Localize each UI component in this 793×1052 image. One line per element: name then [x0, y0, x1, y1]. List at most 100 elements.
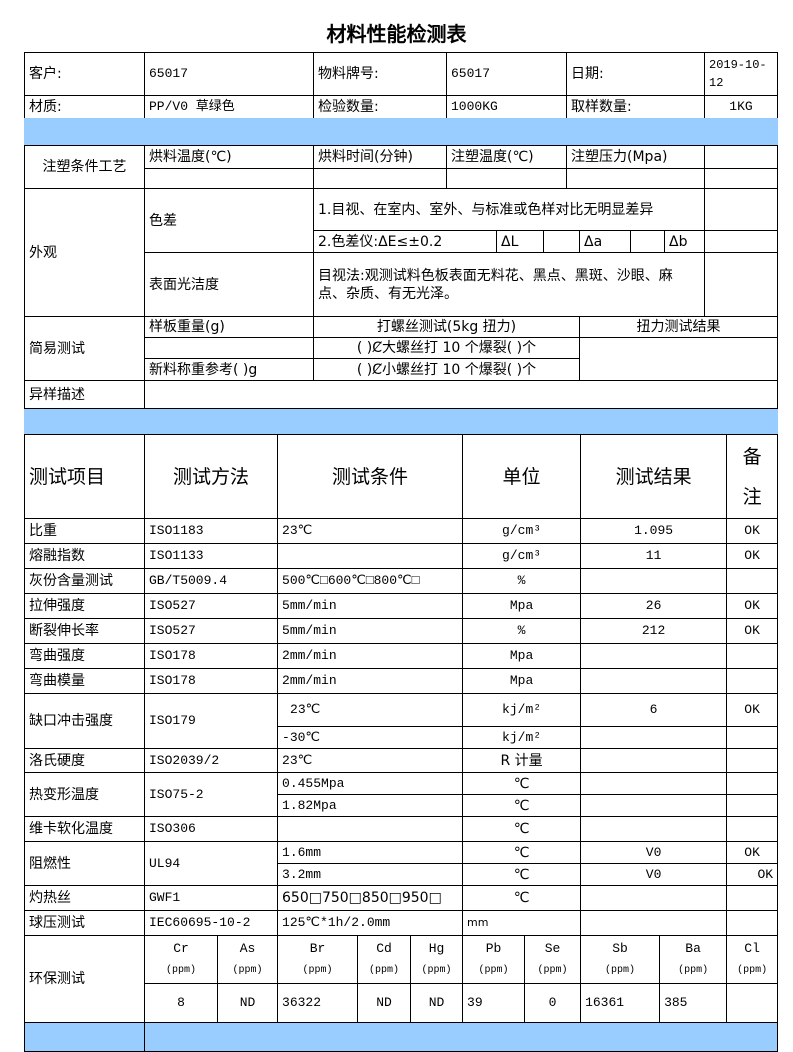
vicat-unit: ℃ [462, 816, 582, 842]
row-condition [277, 543, 464, 569]
env-element-as: As (ppm) [216, 935, 279, 984]
ball-remark[interactable] [726, 910, 779, 936]
dry-time-value[interactable] [313, 168, 447, 189]
env-value-hg: ND [410, 983, 464, 1023]
table-row: 弯曲强度 ISO178 2mm/min Mpa [24, 643, 779, 669]
env-element-cr: Cr (ppm) [144, 935, 218, 984]
hdt-remark-1[interactable] [726, 772, 779, 795]
impact-result-1: 6 [580, 693, 728, 727]
vicat-result[interactable] [580, 816, 728, 842]
element-unit: (ppm) [537, 964, 568, 976]
row-unit: Mpa [462, 668, 582, 694]
pressure-label: 注塑压力(Mpa) [566, 145, 706, 169]
element-name: Cr [173, 940, 189, 956]
row-condition: 5mm/min [277, 593, 464, 619]
row-item: 弯曲强度 [24, 643, 145, 669]
flame-method: UL94 [143, 841, 279, 886]
element-name: As [239, 940, 256, 956]
abnormal-value[interactable] [143, 380, 779, 409]
band-divider [24, 409, 778, 434]
footer-band [143, 1022, 779, 1052]
hdt-condition-1: 0.455Mpa [277, 772, 464, 795]
ball-item: 球压测试 [24, 910, 145, 936]
grade-value: 65017 [446, 52, 567, 96]
impact-method: ISO179 [143, 693, 279, 749]
element-unit: (ppm) [605, 964, 636, 976]
impact-result-2[interactable] [580, 726, 728, 749]
row-item: 弯曲模量 [24, 668, 145, 694]
element-name: Br [309, 940, 326, 956]
flame-remark-2: OK [726, 863, 779, 886]
delta-a-value[interactable] [630, 230, 666, 253]
surface-text: 目视法:观测试料色板表面无料花、黑点、黑斑、沙眼、麻点、杂质、有无光泽。 [312, 252, 706, 317]
row-condition: 5mm/min [277, 618, 464, 644]
qty-label: 检验数量: [313, 95, 447, 119]
hdt-method: ISO75-2 [143, 772, 279, 817]
row-condition: 2mm/min [277, 668, 464, 694]
flame-condition-1: 1.6mm [277, 841, 464, 864]
env-value-ba: 385 [659, 983, 728, 1023]
customer-value: 65017 [144, 52, 314, 96]
row-unit: g/cm³ [462, 518, 582, 544]
row-unit: Mpa [462, 643, 582, 669]
mold-temp-label: 注塑温度(℃) [445, 145, 568, 169]
row-method: GB/T5009.4 [143, 568, 279, 594]
impact-remark-2[interactable] [726, 726, 779, 749]
impact-condition-2: -30℃ [277, 726, 464, 749]
row-result: 212 [580, 618, 728, 644]
element-name: Ba [685, 940, 701, 956]
delta-b-value[interactable] [704, 230, 779, 253]
env-element-sb: Sb (ppm) [580, 935, 661, 984]
process-label: 注塑条件工艺 [24, 145, 145, 189]
vicat-condition[interactable] [277, 816, 464, 842]
gwf-result[interactable] [580, 885, 728, 911]
ball-method: IEC60695-10-2 [143, 910, 279, 936]
row-remark: OK [726, 618, 779, 644]
delta-l-value[interactable] [542, 230, 581, 253]
band-divider [24, 118, 778, 145]
table-row: 拉伸强度 ISO527 5mm/min Mpa 26 OK [24, 593, 779, 619]
mold-temp-value[interactable] [445, 168, 568, 189]
screw-test-label: 打螺丝测试(5kg 扭力) [312, 316, 581, 338]
hdt-result-1[interactable] [580, 772, 728, 795]
vicat-remark[interactable] [726, 816, 779, 842]
element-name: Cd [376, 940, 392, 956]
pressure-value[interactable] [566, 168, 706, 189]
sample-weight-value[interactable] [144, 337, 314, 359]
dry-temp-value[interactable] [144, 168, 314, 189]
header-condition: 测试条件 [277, 434, 464, 519]
env-value-as: ND [216, 983, 279, 1023]
element-name: Se [544, 940, 561, 956]
impact-remark-1: OK [726, 693, 779, 727]
element-unit: (ppm) [165, 964, 196, 976]
env-value-cl [726, 983, 779, 1023]
rockwell-result[interactable] [580, 748, 728, 773]
delta-a-label: Δa [579, 230, 632, 253]
ball-unit: mm [462, 910, 582, 936]
env-element-pb: Pb (ppm) [462, 935, 526, 984]
row-item: 灰份含量测试 [24, 568, 145, 594]
material-label: 材质: [24, 95, 145, 119]
header-remark: 备注 [726, 434, 779, 519]
blank-cell [704, 145, 779, 169]
env-element-br: Br (ppm) [277, 935, 359, 984]
header-item: 测试项目 [24, 434, 145, 519]
header-unit: 单位 [462, 434, 582, 519]
element-unit: (ppm) [232, 964, 263, 976]
element-unit: (ppm) [678, 964, 709, 976]
hdt-result-2[interactable] [580, 794, 728, 817]
vicat-item: 维卡软化温度 [24, 816, 145, 842]
torque-result-value[interactable] [579, 337, 779, 381]
row-remark: OK [726, 593, 779, 619]
hdt-condition-2: 1.82Mpa [277, 794, 464, 817]
info-table: 客户: 65017 物料牌号: 65017 日期: 2019-10-12 材质:… [24, 52, 778, 119]
ball-result[interactable] [580, 910, 728, 936]
hdt-remark-2[interactable] [726, 794, 779, 817]
rockwell-method: ISO2039/2 [143, 748, 279, 773]
env-element-hg: Hg (ppm) [410, 935, 464, 984]
small-screw-text: ( )Ȼ小螺丝打 10 个爆裂( )个 [312, 358, 581, 381]
element-name: Pb [485, 940, 502, 956]
rockwell-remark[interactable] [726, 748, 779, 773]
row-result [580, 668, 728, 694]
gwf-remark[interactable] [726, 885, 779, 911]
